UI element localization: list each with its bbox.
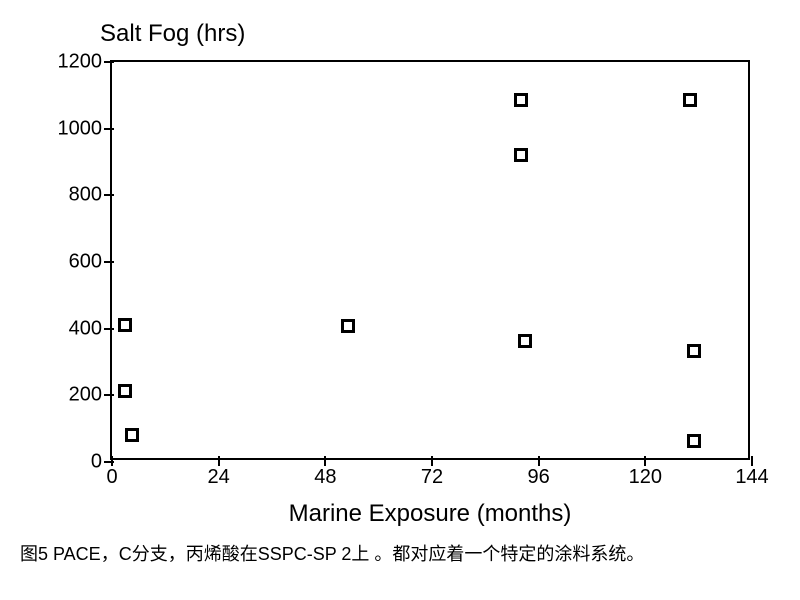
y-tick-mark [104, 261, 114, 263]
y-tick-mark [104, 394, 114, 396]
figure-caption: 图5 PACE，C分支，丙烯酸在SSPC-SP 2上 。都对应着一个特定的涂料系… [20, 540, 780, 566]
y-axis-title: Salt Fog (hrs) [100, 20, 245, 48]
x-tick-mark [218, 456, 220, 466]
x-tick-mark [111, 456, 113, 466]
y-tick-mark [104, 61, 114, 63]
plot-area: 020040060080010001200024487296120144 [110, 60, 750, 460]
y-tick-mark [104, 328, 114, 330]
data-point [118, 384, 132, 398]
data-point [687, 344, 701, 358]
x-tick-mark [324, 456, 326, 466]
y-tick-mark [104, 128, 114, 130]
data-point [683, 93, 697, 107]
x-axis-title: Marine Exposure (months) [110, 500, 750, 528]
y-tick-mark [104, 194, 114, 196]
data-point [518, 334, 532, 348]
data-point [125, 428, 139, 442]
x-tick-mark [644, 456, 646, 466]
data-point [514, 93, 528, 107]
data-point [687, 434, 701, 448]
data-point [341, 319, 355, 333]
data-point [118, 318, 132, 332]
scatter-chart: Salt Fog (hrs) 02004006008001000120002448… [20, 20, 780, 580]
x-tick-mark [538, 456, 540, 466]
data-point [514, 148, 528, 162]
x-tick-mark [751, 456, 753, 466]
x-tick-mark [431, 456, 433, 466]
